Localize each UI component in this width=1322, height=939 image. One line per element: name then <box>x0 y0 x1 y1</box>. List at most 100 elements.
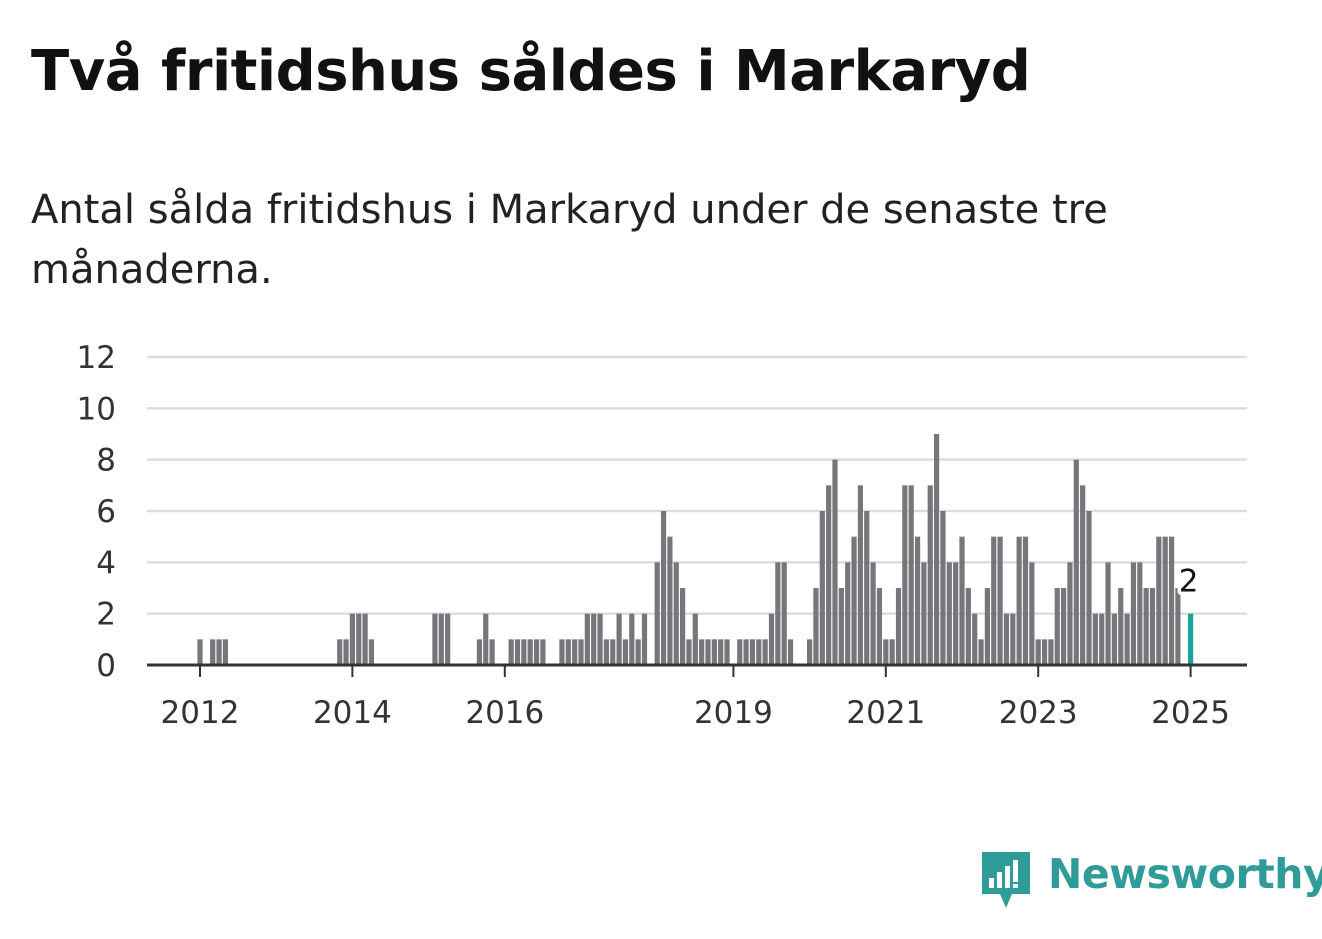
bar-2016-12 <box>572 639 578 665</box>
bar-2020-12 <box>876 588 883 665</box>
bar-2012-05 <box>222 639 228 665</box>
bar-2020-11 <box>870 562 876 665</box>
bar-2020-10 <box>864 511 870 665</box>
bar-2017-11 <box>641 613 648 665</box>
bar-2017-05 <box>603 639 609 665</box>
bar-2017-08 <box>622 639 629 665</box>
bar-2020-08 <box>851 536 857 665</box>
bar-2021-10 <box>940 511 946 665</box>
bar-2023-01 <box>1035 639 1041 665</box>
bar-2021-09 <box>934 434 940 665</box>
y-tick-label: 0 <box>96 648 116 684</box>
bar-2013-12 <box>343 639 349 665</box>
bar-2017-07 <box>616 613 622 665</box>
bar-2012-04 <box>216 639 222 665</box>
bar-2024-11 <box>1175 588 1181 665</box>
bar-2014-01 <box>349 613 355 665</box>
bar-2016-11 <box>565 639 571 665</box>
last-value-label: 2 <box>1179 564 1199 600</box>
bar-2015-03 <box>438 613 444 665</box>
bar-2015-09 <box>476 639 482 665</box>
bar-2014-03 <box>362 613 368 665</box>
bar-2024-08 <box>1156 536 1162 665</box>
bar-2023-04 <box>1054 588 1060 665</box>
bar-2021-03 <box>895 588 902 665</box>
bar-2018-07 <box>692 613 698 665</box>
bar-2015-11 <box>489 639 495 665</box>
bar-2018-12 <box>724 639 730 665</box>
bar-2018-09 <box>705 639 711 665</box>
bar-2018-06 <box>686 639 692 665</box>
bar-2022-02 <box>965 588 971 665</box>
bar-2023-07 <box>1073 459 1079 665</box>
brand-name: Newsworthy <box>1048 850 1322 898</box>
bar-2012-01 <box>197 639 203 665</box>
bar-2013-11 <box>337 639 343 665</box>
bar-2020-04 <box>826 485 832 665</box>
bar-2018-02 <box>660 511 667 665</box>
bar-2024-09 <box>1162 536 1168 665</box>
bar-2022-09 <box>1010 613 1016 665</box>
bar-2020-06 <box>838 588 844 665</box>
bar-2015-10 <box>483 613 489 665</box>
bar-2024-07 <box>1149 588 1156 665</box>
x-tick-label: 2023 <box>999 695 1078 731</box>
bar-2018-04 <box>673 562 679 665</box>
bar-2019-07 <box>768 613 775 665</box>
bar-2016-02 <box>508 639 514 665</box>
bar-2023-08 <box>1080 485 1086 665</box>
bar-2016-03 <box>514 639 521 665</box>
bar-2015-04 <box>445 613 451 665</box>
bar-2019-04 <box>749 639 756 665</box>
bar-2022-03 <box>972 613 978 665</box>
bar-2020-03 <box>819 511 825 665</box>
bar-2023-09 <box>1086 511 1092 665</box>
bar-2023-06 <box>1067 562 1073 665</box>
bar-2022-11 <box>1022 536 1029 665</box>
bar-2021-04 <box>902 485 908 665</box>
y-tick-label: 4 <box>96 545 116 581</box>
y-tick-label: 10 <box>77 391 116 427</box>
bar-2021-06 <box>914 536 921 665</box>
y-tick-label: 8 <box>96 443 116 479</box>
bar-2014-02 <box>356 613 362 665</box>
x-tick-label: 2025 <box>1151 695 1230 731</box>
bar-2025-01 <box>1188 613 1194 665</box>
bar-2023-05 <box>1061 588 1067 665</box>
bar-2019-09 <box>781 562 787 665</box>
bar-2021-11 <box>946 562 952 665</box>
bars <box>197 434 1194 665</box>
bar-2019-10 <box>787 639 794 665</box>
bar-chart: 0 2 4 6 8 10 12 2012 2014 2016 2019 2021 2023 2025 2 <box>77 340 1247 731</box>
bar-2019-06 <box>762 639 768 665</box>
bar-2024-04 <box>1130 562 1137 665</box>
x-tick-label: 2012 <box>161 695 240 731</box>
chart-title: Två fritidshus såldes i Markaryd <box>31 39 1031 104</box>
bar-2019-08 <box>775 562 781 665</box>
bar-2019-03 <box>743 639 749 665</box>
bar-2017-04 <box>597 613 603 665</box>
annotations: 2 <box>1175 560 1202 603</box>
bar-2018-11 <box>718 639 724 665</box>
bar-2018-08 <box>699 639 705 665</box>
bar-2018-01 <box>654 562 660 665</box>
bar-2015-02 <box>432 613 438 665</box>
bar-2020-09 <box>857 485 863 665</box>
bar-2022-05 <box>984 588 990 665</box>
bar-2016-05 <box>527 639 533 665</box>
bar-2016-06 <box>533 639 540 665</box>
bar-2016-04 <box>521 639 527 665</box>
bar-2018-03 <box>667 536 673 665</box>
bar-2024-02 <box>1118 588 1124 665</box>
axes: 0 2 4 6 8 10 12 2012 2014 2016 2019 2021 2023 2025 <box>77 340 1247 731</box>
bar-2017-10 <box>635 639 641 665</box>
bar-2012-03 <box>210 639 216 665</box>
bar-2023-02 <box>1041 639 1048 665</box>
y-tick-label: 2 <box>96 597 116 633</box>
bar-2022-08 <box>1003 613 1010 665</box>
bar-2022-07 <box>997 536 1003 665</box>
bar-2019-05 <box>756 639 762 665</box>
bar-2023-12 <box>1105 562 1111 665</box>
bar-2024-01 <box>1111 613 1117 665</box>
bar-2024-03 <box>1124 613 1130 665</box>
